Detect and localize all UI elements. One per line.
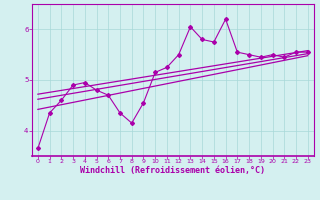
X-axis label: Windchill (Refroidissement éolien,°C): Windchill (Refroidissement éolien,°C) bbox=[80, 166, 265, 175]
